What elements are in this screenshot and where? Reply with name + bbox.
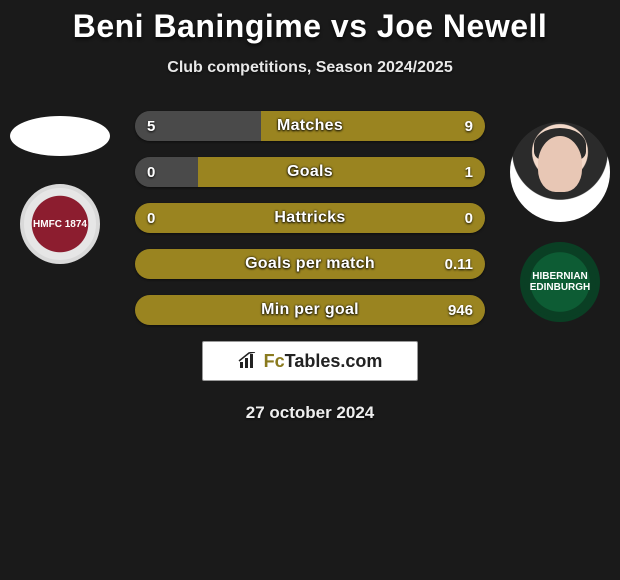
stat-bar-left <box>135 157 198 187</box>
player-right-column: HIBERNIAN EDINBURGH <box>510 122 610 322</box>
club-crest-hibernian: HIBERNIAN EDINBURGH <box>520 242 600 322</box>
brand-card: FcTables.com <box>202 341 418 381</box>
stat-bar-right <box>135 249 485 279</box>
subtitle: Club competitions, Season 2024/2025 <box>0 59 620 77</box>
player-right-avatar <box>510 122 610 222</box>
stat-bar-left <box>135 203 310 233</box>
stat-bar-left <box>135 111 261 141</box>
stat-row: 00Hattricks <box>135 203 485 233</box>
page-title: Beni Baningime vs Joe Newell <box>0 8 620 45</box>
brand-suffix: Tables.com <box>285 351 383 371</box>
player-left-avatar-placeholder <box>10 116 110 156</box>
club-crest-hearts: HMFC 1874 <box>20 184 100 264</box>
stat-row: 59Matches <box>135 111 485 141</box>
stats-bars: 59Matches 01Goals 00Hattricks 0.11Goals per… <box>135 111 485 325</box>
stat-bar-right <box>261 111 485 141</box>
stat-bar-right <box>198 157 485 187</box>
crest-text: HMFC 1874 <box>33 219 87 230</box>
stat-bar-right <box>310 203 485 233</box>
chart-icon <box>238 352 260 370</box>
stat-bar-right <box>135 295 485 325</box>
date-label: 27 october 2024 <box>0 403 620 423</box>
stat-row: 0.11Goals per match <box>135 249 485 279</box>
stat-row: 01Goals <box>135 157 485 187</box>
stat-row: 946Min per goal <box>135 295 485 325</box>
brand-text: FcTables.com <box>264 351 383 372</box>
brand-prefix: Fc <box>264 351 285 371</box>
player-left-column: HMFC 1874 <box>10 116 110 264</box>
crest-text: HIBERNIAN EDINBURGH <box>530 271 591 293</box>
